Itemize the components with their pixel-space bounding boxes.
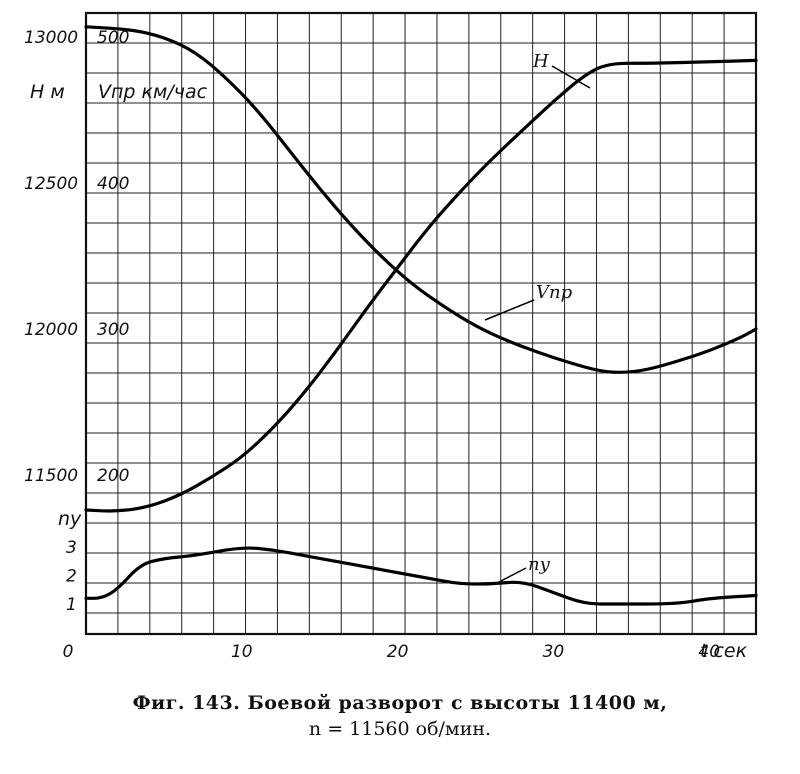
- x-axis-unit-label: t сек: [700, 640, 748, 662]
- h-axis-unit-label: Н м: [30, 81, 65, 103]
- x-tick-label: 30: [543, 642, 565, 662]
- h-tick-label: 13000: [24, 28, 78, 48]
- v-label-leader: [484, 299, 535, 321]
- ny-axis-unit-label: ny: [58, 508, 82, 530]
- ny-tick-label: 2: [66, 567, 77, 587]
- v-axis-unit-label: Vпр км/час: [98, 81, 208, 103]
- chart-grid: [85, 12, 757, 634]
- x-tick-label: 20: [387, 642, 409, 662]
- h-curve: [84, 58, 758, 513]
- ny-series-label: ny: [528, 554, 551, 575]
- h-tick-label: 11500: [24, 466, 78, 486]
- ny-tick-label: 1: [66, 595, 77, 615]
- h-label-leader: [551, 65, 591, 89]
- series-curves: [84, 25, 758, 606]
- figure-caption-line-2: n = 11560 об/мин.: [308, 718, 492, 740]
- figure-caption-line-1: Фиг. 143. Боевой разворот с высоты 11400…: [132, 692, 668, 714]
- ny-label-leader: [496, 567, 527, 584]
- tick-labels: 0 10 20 30 40 11500 12000 12500 13000 200 300 400 50…: [24, 28, 720, 662]
- x-tick-label: 10: [231, 642, 253, 662]
- v-curve: [84, 25, 758, 374]
- h-tick-label: 12000: [24, 320, 78, 340]
- h-tick-label: 12500: [24, 174, 78, 194]
- h-series-label: Н: [532, 51, 549, 72]
- v-tick-label: 400: [97, 174, 129, 194]
- v-series-label: Vпр: [536, 282, 573, 303]
- plot-frame: [84, 11, 758, 636]
- ny-curve: [84, 546, 758, 606]
- v-tick-label: 200: [97, 466, 129, 486]
- x-tick-label: 40: [698, 642, 720, 662]
- x-tick-label: 0: [63, 642, 74, 662]
- series-labels: Н Vпр ny: [484, 51, 591, 584]
- v-tick-label: 300: [97, 320, 129, 340]
- axis-unit-labels: Н м Vпр км/час ny t сек: [30, 81, 748, 662]
- v-tick-label: 500: [97, 28, 129, 48]
- ny-tick-label: 3: [66, 538, 77, 558]
